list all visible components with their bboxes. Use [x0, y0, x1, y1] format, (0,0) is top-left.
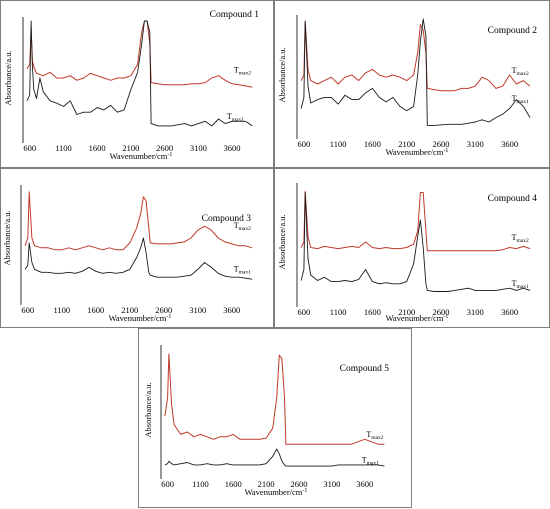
- series-label-max1: Tmax1: [234, 264, 251, 275]
- series-line-tmax1: [164, 448, 385, 467]
- series-line-tmax1: [300, 192, 531, 292]
- x-tick-label: 3600: [501, 139, 518, 149]
- chart-compound-1: 600 1100 1600 2100 2600 3100 3600 Compound 1 Wav…: [3, 10, 260, 161]
- x-tick-label: 1600: [225, 479, 242, 489]
- series-line-tmax2: [164, 353, 385, 445]
- x-tick-label: 1600: [89, 143, 106, 153]
- x-tick-label: 3100: [467, 139, 484, 149]
- chart-compound-3: 600 1100 1600 2100 2600 3100 3600 Compound 3 Wav…: [2, 185, 253, 323]
- x-tick-label: 1100: [55, 143, 72, 153]
- x-tick-label: 3100: [189, 305, 206, 315]
- y-axis-label: Absorbance/a.u.: [143, 382, 153, 437]
- series-line-tmax2: [24, 191, 253, 251]
- x-tick-label: 3100: [467, 307, 484, 317]
- x-tick-label: 3600: [501, 307, 518, 317]
- x-tick-label: 600: [297, 139, 310, 149]
- x-axis-label: Wavenumber/cm-1: [110, 151, 173, 161]
- chart-compound-4: 600 1100 1600 2100 2600 3100 3600 Compound 4 Wav…: [277, 183, 538, 323]
- x-tick-label: 2600: [155, 305, 172, 315]
- x-tick-label: 3600: [356, 479, 373, 489]
- x-tick-label: 1100: [53, 305, 70, 315]
- y-axis-label: Absorbance/a.u.: [2, 210, 12, 265]
- x-tick-label: 2100: [398, 307, 415, 317]
- panel-compound-2: 600 1100 1600 2100 2600 3100 3600 Compound 2 Wav…: [274, 0, 550, 168]
- x-tick-label: 1600: [364, 139, 381, 149]
- series-label-max2: Tmax2: [512, 66, 529, 77]
- series-label-max2: Tmax2: [512, 233, 529, 244]
- x-tick-label: 600: [161, 479, 174, 489]
- x-axis-label: Wavenumber/cm-1: [386, 313, 449, 323]
- x-tick-label: 600: [23, 143, 36, 153]
- y-axis-label: Absorbance/a.u.: [3, 50, 13, 105]
- series-label-max1: Tmax1: [227, 112, 244, 123]
- chart-title: Compound 5: [340, 364, 390, 374]
- x-tick-label: 600: [21, 305, 34, 315]
- series-label-max1: Tmax1: [362, 455, 379, 466]
- series-line-tmax1: [300, 18, 531, 126]
- x-axis-label: Wavenumber/cm-1: [109, 313, 172, 323]
- x-tick-label: 1100: [192, 479, 209, 489]
- y-axis-label: Absorbance/a.u.: [277, 214, 287, 269]
- chart-compound-5: 600 1100 1600 2100 2600 3100 3600 Compound 5 Wav…: [143, 345, 390, 497]
- x-tick-label: 2100: [398, 139, 415, 149]
- chart-title: Compound 2: [488, 26, 538, 36]
- series-label-max1: Tmax1: [512, 94, 529, 105]
- series-line-tmax1: [26, 20, 253, 127]
- chart-compound-2: 600 1100 1600 2100 2600 3100 3600 Compound 2 Wav…: [277, 15, 538, 157]
- panel-compound-3: 600 1100 1600 2100 2600 3100 3600 Compound 3 Wav…: [0, 168, 274, 328]
- x-tick-label: 2100: [122, 143, 139, 153]
- x-axis-label: Wavenumber/cm-1: [386, 147, 449, 157]
- x-tick-label: 2600: [291, 479, 308, 489]
- x-tick-label: 1600: [364, 307, 381, 317]
- series-label-max2: Tmax2: [366, 430, 383, 441]
- series-line-tmax2: [300, 190, 531, 252]
- x-tick-label: 3100: [323, 479, 340, 489]
- x-axis-label: Wavenumber/cm-1: [245, 487, 308, 497]
- panel-compound-5: 600 1100 1600 2100 2600 3100 3600 Compound 5 Wav…: [138, 328, 412, 508]
- x-tick-label: 1100: [330, 307, 347, 317]
- x-tick-label: 3100: [190, 143, 207, 153]
- panel-compound-4: 600 1100 1600 2100 2600 3100 3600 Compound 4 Wav…: [274, 168, 550, 328]
- x-tick-label: 2600: [156, 143, 173, 153]
- chart-title: Compound 3: [202, 214, 252, 224]
- x-tick-label: 2600: [433, 307, 450, 317]
- series-label-max2: Tmax2: [234, 65, 251, 76]
- x-tick-label: 1100: [330, 139, 347, 149]
- x-tick-label: 600: [297, 307, 310, 317]
- series-line-tmax2: [300, 20, 531, 92]
- x-tick-label: 2100: [258, 479, 275, 489]
- panel-compound-1: 600 1100 1600 2100 2600 3100 3600 Compound 1 Wav…: [0, 0, 274, 168]
- chart-title: Compound 4: [488, 194, 538, 204]
- chart-title: Compound 1: [210, 10, 260, 20]
- x-tick-label: 3600: [223, 305, 240, 315]
- x-tick-label: 2100: [121, 305, 138, 315]
- series-line-tmax2: [26, 20, 253, 88]
- y-axis-label: Absorbance/a.u.: [277, 47, 287, 102]
- series-line-tmax1: [24, 237, 253, 280]
- series-label-max2: Tmax2: [234, 221, 251, 232]
- x-tick-label: 3600: [224, 143, 241, 153]
- x-tick-label: 1600: [87, 305, 104, 315]
- series-label-max1: Tmax1: [512, 279, 529, 290]
- x-tick-label: 2600: [433, 139, 450, 149]
